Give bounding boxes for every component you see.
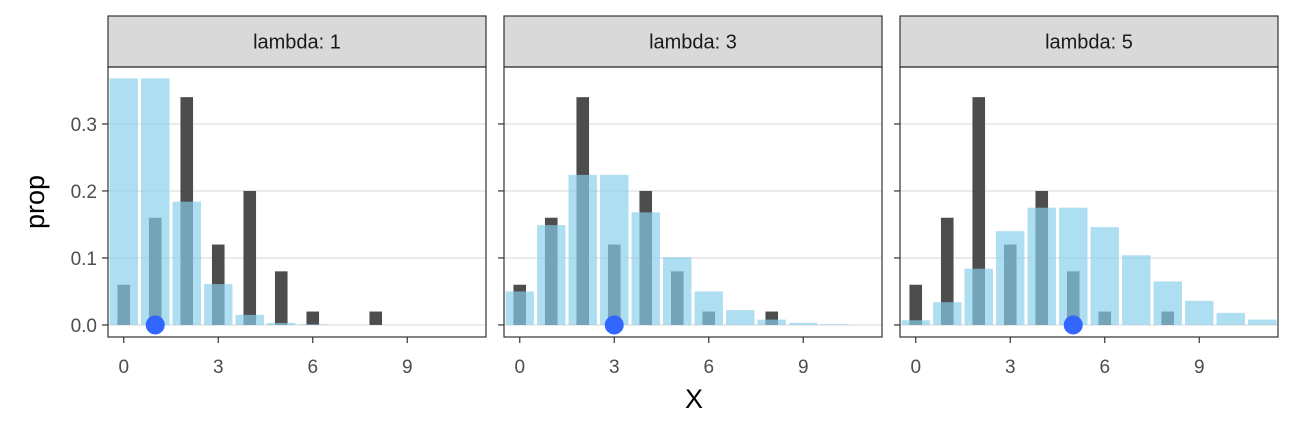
observed-bar	[972, 97, 986, 325]
y-axis-title: prop	[20, 175, 50, 229]
observed-bar	[940, 217, 954, 325]
x-tick-label: 0	[514, 357, 525, 378]
poisson-bar	[820, 324, 849, 325]
facet-panel-1: lambda: 1 0 3 6 9 0.0 0.1 0.2 0.3	[71, 15, 487, 378]
x-axis-title: X	[685, 384, 703, 414]
poisson-bar	[996, 231, 1025, 325]
poisson-bar	[109, 78, 138, 325]
x-tick-label: 9	[402, 357, 413, 378]
poisson-bar	[1248, 319, 1277, 325]
axis-titles: X prop	[20, 175, 703, 414]
poisson-bar	[901, 320, 930, 325]
observed-bar	[306, 311, 320, 325]
poisson-bar	[1090, 227, 1119, 325]
facet-panel-5: lambda: 5 0 3 6 9	[894, 15, 1279, 378]
facet-strip	[503, 15, 883, 68]
facet-strip-label: lambda: 5	[1045, 32, 1133, 54]
panel-border	[503, 66, 883, 338]
y-tick-label: 0.2	[71, 182, 97, 203]
poisson-bar	[964, 268, 993, 325]
poisson-bar	[1027, 207, 1056, 325]
poisson-bar	[1216, 312, 1245, 325]
observed-bar	[369, 311, 383, 325]
poisson-bar	[757, 319, 786, 325]
facet-strip-label: lambda: 1	[253, 32, 341, 54]
facet-panel-3: lambda: 3 0 3 6 9	[498, 15, 883, 378]
poisson-bar	[1185, 300, 1214, 325]
x-tick-label: 6	[307, 357, 318, 378]
facet-strip	[107, 15, 487, 68]
poisson-bar	[537, 225, 566, 325]
plot-area	[504, 97, 882, 335]
x-tick-label: 0	[910, 357, 921, 378]
poisson-bar	[505, 291, 534, 325]
x-tick-label: 3	[1005, 357, 1016, 378]
poisson-bar	[1153, 281, 1182, 325]
poisson-bar	[298, 324, 327, 325]
y-tick-label: 0.1	[71, 249, 97, 270]
poisson-bar	[933, 302, 962, 325]
x-tick-label: 3	[213, 357, 224, 378]
poisson-bar	[600, 174, 629, 325]
poisson-bar	[694, 291, 723, 325]
poisson-bar	[204, 284, 233, 325]
facet-strip	[899, 15, 1279, 68]
panel-border	[107, 66, 487, 338]
x-tick-label: 6	[1099, 357, 1110, 378]
x-tick-label: 6	[703, 357, 714, 378]
x-tick-label: 3	[609, 357, 620, 378]
lambda-point	[145, 315, 165, 335]
poisson-bar	[1059, 207, 1088, 325]
poisson-bar	[568, 174, 597, 325]
observed-bar	[274, 271, 288, 325]
observed-bar	[243, 190, 257, 325]
poisson-bar	[789, 322, 818, 325]
plot-area	[108, 78, 486, 335]
x-tick-label: 0	[118, 357, 129, 378]
poisson-bar	[267, 322, 296, 325]
poisson-bar	[141, 78, 170, 325]
poisson-bar	[172, 201, 201, 325]
x-tick-label: 9	[798, 357, 809, 378]
poisson-bar	[631, 212, 660, 325]
facet-strip-label: lambda: 3	[649, 32, 737, 54]
plot-area	[900, 97, 1278, 335]
poisson-bar	[235, 314, 264, 325]
panel-border	[899, 66, 1279, 338]
poisson-bar	[726, 310, 755, 325]
lambda-point	[1063, 315, 1083, 335]
poisson-bar	[1122, 255, 1151, 325]
y-tick-label: 0.0	[71, 316, 97, 337]
lambda-point	[604, 315, 624, 335]
poisson-bar	[663, 257, 692, 325]
x-tick-label: 9	[1194, 357, 1205, 378]
observed-bar	[909, 284, 923, 325]
y-tick-label: 0.3	[71, 115, 97, 136]
